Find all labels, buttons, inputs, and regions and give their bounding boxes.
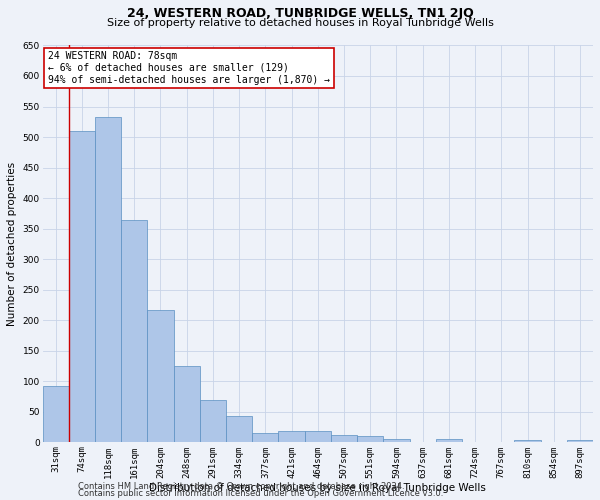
Bar: [226, 416, 252, 442]
Bar: [252, 432, 278, 442]
Text: Contains public sector information licensed under the Open Government Licence v3: Contains public sector information licen…: [78, 489, 443, 498]
Bar: [357, 436, 383, 442]
Bar: [69, 131, 95, 442]
Bar: [514, 440, 541, 442]
Bar: [331, 435, 357, 442]
Bar: [148, 310, 173, 442]
Text: 24 WESTERN ROAD: 78sqm
← 6% of detached houses are smaller (129)
94% of semi-det: 24 WESTERN ROAD: 78sqm ← 6% of detached …: [48, 52, 330, 84]
Y-axis label: Number of detached properties: Number of detached properties: [7, 162, 17, 326]
Bar: [278, 431, 305, 442]
Text: 24, WESTERN ROAD, TUNBRIDGE WELLS, TN1 2JQ: 24, WESTERN ROAD, TUNBRIDGE WELLS, TN1 2…: [127, 8, 473, 20]
Bar: [383, 439, 410, 442]
Bar: [173, 366, 200, 442]
Bar: [43, 386, 69, 442]
Bar: [567, 440, 593, 442]
Bar: [436, 440, 462, 442]
Bar: [95, 117, 121, 442]
Text: Contains HM Land Registry data © Crown copyright and database right 2024.: Contains HM Land Registry data © Crown c…: [78, 482, 404, 491]
Bar: [121, 220, 148, 442]
Text: Size of property relative to detached houses in Royal Tunbridge Wells: Size of property relative to detached ho…: [107, 18, 493, 28]
Bar: [200, 400, 226, 442]
Bar: [305, 431, 331, 442]
X-axis label: Distribution of detached houses by size in Royal Tunbridge Wells: Distribution of detached houses by size …: [149, 483, 486, 493]
